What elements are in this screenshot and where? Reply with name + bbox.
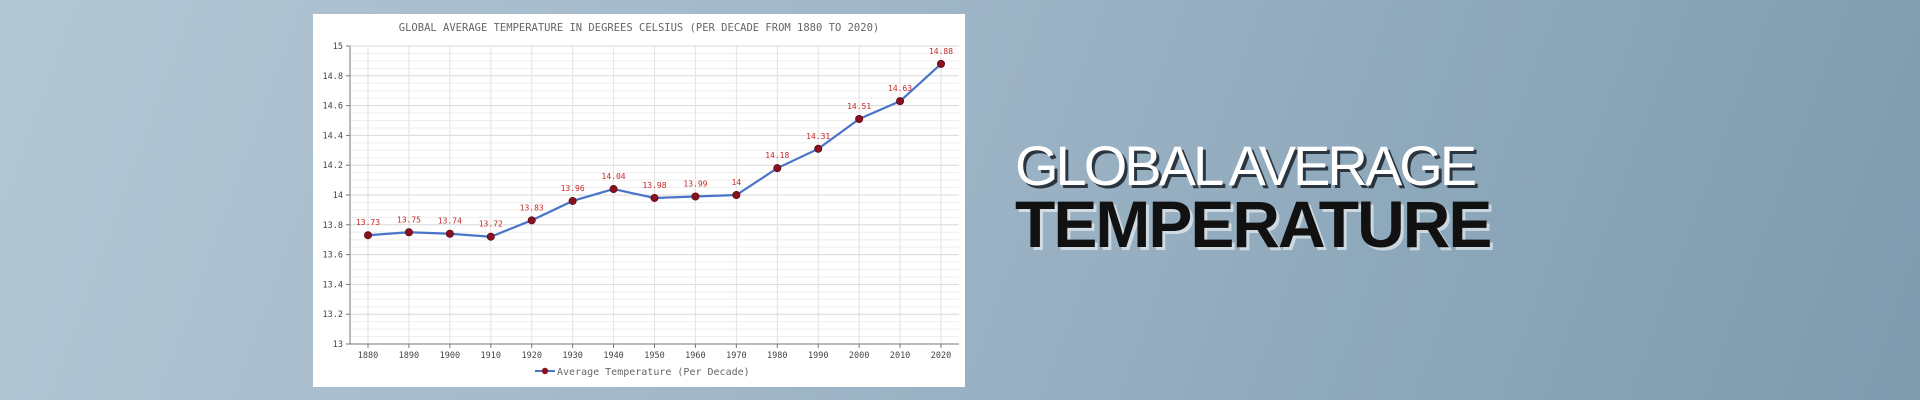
x-tick-label: 1890 (399, 351, 419, 361)
data-label: 13.75 (397, 215, 421, 224)
x-tick-label: 2000 (849, 351, 869, 361)
y-tick-label: 13.4 (323, 280, 343, 290)
headline: GLOBAL AVERAGE TEMPERATURE (1015, 134, 1492, 261)
data-point (650, 193, 659, 202)
data-label: 14.31 (806, 132, 830, 141)
data-label: 14.63 (888, 84, 912, 93)
legend-label: Average Temperature (Per Decade) (557, 367, 750, 378)
x-tick-label: 2020 (931, 351, 951, 361)
chart-title: GLOBAL AVERAGE TEMPERATURE IN DEGREES CE… (399, 22, 879, 34)
y-tick-label: 13 (333, 340, 343, 350)
data-label: 13.83 (520, 203, 544, 212)
headline-line-1: GLOBAL AVERAGE (1015, 134, 1477, 197)
data-label: 13.72 (479, 220, 503, 229)
data-point (855, 115, 864, 124)
data-label: 13.98 (642, 181, 666, 190)
y-tick-label: 13.8 (323, 221, 343, 231)
data-point (609, 185, 618, 194)
data-point (364, 231, 373, 240)
data-point (732, 190, 741, 199)
data-label: 13.73 (356, 218, 380, 227)
line-chart: GLOBAL AVERAGE TEMPERATURE IN DEGREES CE… (323, 22, 959, 378)
x-tick-label: 1970 (726, 351, 746, 361)
data-point (773, 164, 782, 173)
data-point (527, 216, 536, 225)
x-tick-label: 2010 (890, 351, 910, 361)
x-tick-label: 1930 (562, 351, 582, 361)
data-point (937, 59, 946, 68)
data-label: 14.18 (765, 151, 789, 160)
data-point (445, 229, 454, 238)
y-tick-label: 13.6 (323, 251, 343, 261)
x-tick-label: 1920 (521, 351, 541, 361)
x-tick-label: 1950 (644, 351, 664, 361)
x-tick-label: 1910 (481, 351, 501, 361)
y-tick-label: 14 (333, 191, 343, 201)
legend-marker (541, 367, 549, 375)
x-tick-label: 1990 (808, 351, 828, 361)
x-tick-label: 1940 (603, 351, 623, 361)
headline-line-2: TEMPERATURE (1015, 187, 1492, 261)
x-tick-label: 1900 (440, 351, 460, 361)
y-tick-label: 14.6 (323, 102, 343, 112)
x-tick-label: 1980 (767, 351, 787, 361)
y-tick-label: 14.4 (323, 131, 343, 141)
data-point (568, 196, 577, 205)
data-label: 14.51 (847, 102, 871, 111)
data-point (691, 192, 700, 201)
y-tick-label: 14.2 (323, 161, 343, 171)
data-point (404, 228, 413, 237)
data-label: 14.88 (929, 47, 953, 56)
data-label: 13.74 (438, 217, 462, 226)
x-tick-label: 1960 (685, 351, 705, 361)
x-tick-label: 1880 (358, 351, 378, 361)
chart-panel: GLOBAL AVERAGE TEMPERATURE IN DEGREES CE… (313, 14, 965, 387)
data-label: 13.99 (683, 179, 707, 188)
data-point (896, 97, 905, 106)
data-label: 14.04 (602, 172, 626, 181)
data-point (486, 232, 495, 241)
data-label: 13.96 (561, 184, 585, 193)
data-point (814, 144, 823, 153)
y-tick-label: 15 (333, 42, 343, 52)
y-tick-label: 14.8 (323, 72, 343, 82)
data-label: 14 (732, 178, 742, 187)
y-tick-label: 13.2 (323, 310, 343, 320)
